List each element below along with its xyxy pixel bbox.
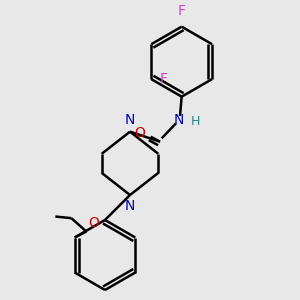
Text: N: N (125, 113, 135, 127)
Text: F: F (178, 4, 186, 18)
Text: O: O (134, 126, 145, 140)
Text: N: N (173, 113, 184, 127)
Text: H: H (190, 115, 200, 128)
Text: O: O (88, 216, 99, 230)
Text: F: F (160, 72, 168, 86)
Text: N: N (125, 199, 135, 213)
